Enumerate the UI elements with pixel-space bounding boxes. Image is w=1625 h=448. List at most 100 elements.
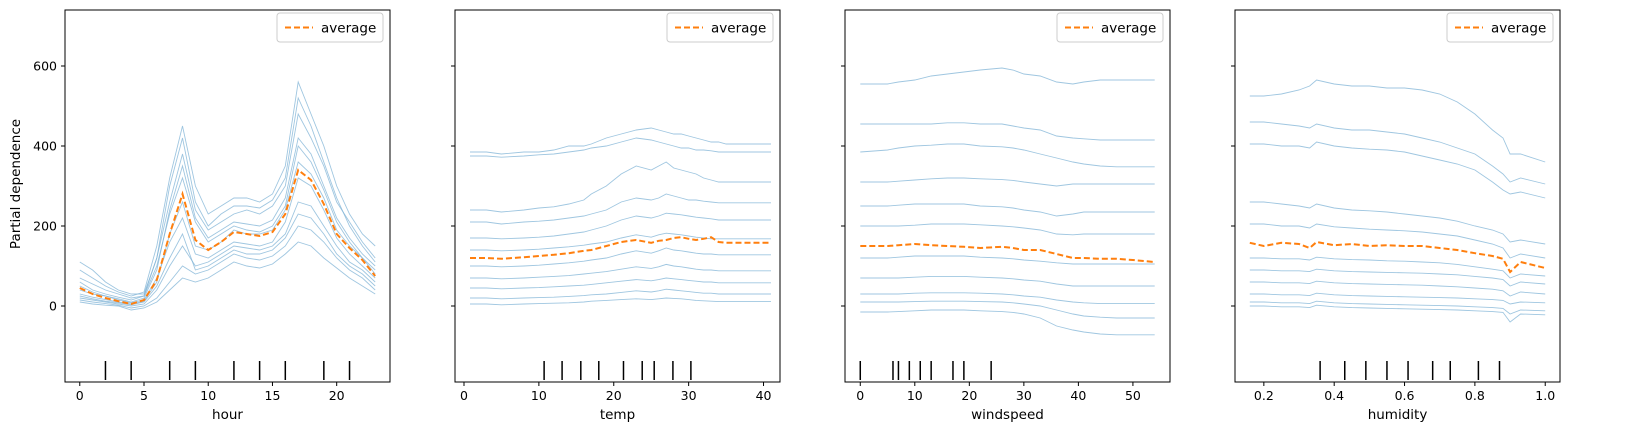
plot-area-hour <box>79 80 376 311</box>
ice-curve <box>470 263 771 280</box>
ice-curve <box>79 136 376 303</box>
ice-curve <box>79 96 376 301</box>
x-tick-label: 40 <box>1070 388 1086 403</box>
plot-area-temp <box>470 127 771 306</box>
x-tick-label: 10 <box>907 388 923 403</box>
x-tick-label: 0.8 <box>1465 388 1485 403</box>
x-axis-label: humidity <box>1368 407 1428 423</box>
legend-box <box>1056 12 1164 43</box>
x-tick-label: 1.0 <box>1535 388 1555 403</box>
panel-temp: 0 10 20 30 40 temp average <box>451 9 781 423</box>
x-tick-label: 5 <box>140 388 148 403</box>
axes-frame <box>1234 9 1561 383</box>
x-tick-label: 0 <box>856 388 864 403</box>
ice-curve <box>79 80 376 297</box>
x-tick-label: 0 <box>76 388 84 403</box>
legend: average <box>666 12 774 43</box>
legend: average <box>276 12 384 43</box>
ice-curve <box>79 201 376 307</box>
ice-curve <box>1249 141 1546 199</box>
average-line <box>860 242 1155 263</box>
plot-area-windspeed <box>860 67 1155 336</box>
y-tick-label: 600 <box>33 59 57 74</box>
ice-curve <box>79 241 376 311</box>
x-tick-label: 0.6 <box>1395 388 1415 403</box>
ice-curve <box>1249 121 1546 185</box>
legend: average <box>1056 12 1164 43</box>
ice-curve <box>860 309 1155 336</box>
ice-curve <box>470 127 771 155</box>
ice-curve <box>860 275 1155 287</box>
ice-curve <box>470 247 771 268</box>
average-line <box>79 168 376 306</box>
ice-curve <box>860 177 1155 187</box>
ice-curve <box>470 212 771 240</box>
ice-curve <box>1249 223 1546 259</box>
x-tick-label: 10 <box>200 388 216 403</box>
legend-box <box>276 12 384 43</box>
axes-frame <box>64 9 391 383</box>
average-line <box>1249 240 1546 274</box>
plot-area-humidity <box>1249 79 1546 323</box>
y-axis-label: Partial dependence <box>8 119 24 249</box>
x-tick-label: 0.4 <box>1324 388 1344 403</box>
x-tick-label: 0 <box>460 388 468 403</box>
ice-curve <box>1249 300 1546 315</box>
x-tick-label: 15 <box>265 388 281 403</box>
ice-curve <box>1249 280 1546 297</box>
ice-curve <box>860 143 1155 168</box>
panel-humidity: 0.2 0.4 0.6 0.8 1.0 humidity average <box>1231 9 1561 423</box>
ice-curve <box>860 255 1155 265</box>
panel-hour: 0 5 10 15 20 hour 0 200 400 600 average <box>33 9 391 423</box>
x-tick-label: 20 <box>329 388 345 403</box>
x-tick-label: 10 <box>531 388 547 403</box>
ice-curve <box>470 297 771 306</box>
ice-curve <box>470 232 771 252</box>
axes-frame <box>454 9 781 383</box>
axes-frame <box>844 9 1171 383</box>
ice-curve <box>1249 256 1546 279</box>
ice-curve <box>470 277 771 290</box>
ice-curve <box>470 193 771 225</box>
ice-curve <box>860 292 1155 305</box>
legend-box <box>1446 12 1554 43</box>
legend-label: average <box>711 21 766 37</box>
ice-curve <box>1249 304 1546 323</box>
ice-curve <box>1249 268 1546 287</box>
legend: average <box>1446 12 1554 43</box>
y-tick-label: 200 <box>33 219 57 234</box>
y-tick-label: 400 <box>33 139 57 154</box>
ice-curve <box>860 122 1155 141</box>
legend-label: average <box>1491 21 1546 37</box>
average-line <box>470 236 771 260</box>
legend-box <box>666 12 774 43</box>
y-tick-label: 0 <box>49 299 57 314</box>
ice-curve <box>860 300 1155 319</box>
ice-curve <box>79 177 376 304</box>
x-tick-label: 40 <box>756 388 772 403</box>
panel-windspeed: 0 10 20 30 40 50 windspeed average <box>841 9 1171 423</box>
x-tick-label: 20 <box>961 388 977 403</box>
ice-curve <box>1249 292 1546 305</box>
x-axis-label: hour <box>212 407 243 423</box>
x-tick-label: 30 <box>1016 388 1032 403</box>
legend-label: average <box>1101 21 1156 37</box>
legend-label: average <box>321 21 376 37</box>
ice-curve <box>79 161 376 305</box>
x-axis-label: windspeed <box>971 407 1044 423</box>
ice-curve <box>79 225 376 309</box>
ice-curve <box>860 67 1155 85</box>
x-tick-label: 50 <box>1125 388 1141 403</box>
ice-curve <box>79 144 376 299</box>
ice-curve <box>79 213 376 306</box>
x-axis-label: temp <box>600 407 635 423</box>
ice-curve <box>470 161 771 213</box>
ice-curve <box>470 137 771 158</box>
x-tick-label: 0.2 <box>1254 388 1274 403</box>
ice-curve <box>860 223 1155 236</box>
ice-curve <box>860 203 1155 217</box>
ice-curve <box>1249 79 1546 163</box>
x-tick-label: 30 <box>681 388 697 403</box>
